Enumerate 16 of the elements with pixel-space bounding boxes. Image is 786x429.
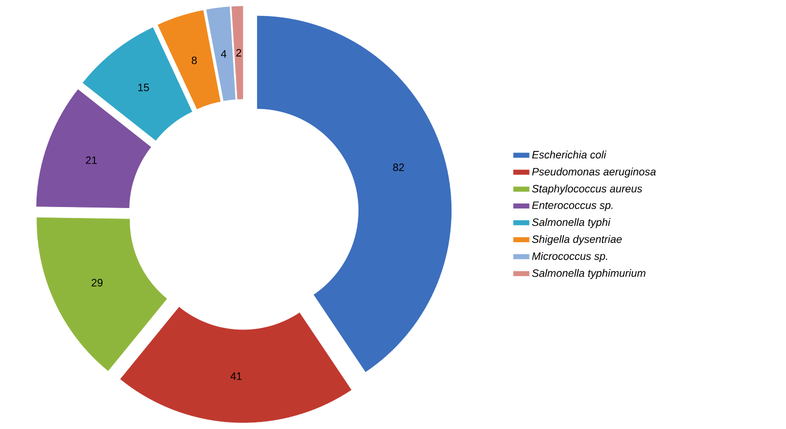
legend-label: Pseudomonas aeruginosa — [532, 168, 656, 178]
data-label: 41 — [230, 372, 242, 380]
data-label: 8 — [192, 56, 197, 64]
legend-label: Enterococcus sp. — [532, 202, 612, 212]
legend-label: Staphylococcus aureus — [532, 184, 642, 195]
data-label: 15 — [138, 84, 149, 92]
legend-label: Salmonella typhimurium — [532, 269, 646, 280]
data-label: 2 — [236, 49, 242, 56]
data-label: 4 — [220, 50, 226, 58]
data-label: 21 — [86, 156, 97, 164]
legend-label: Escherichia coli — [532, 150, 606, 159]
data-label: 82 — [393, 164, 404, 172]
legend-label: Salmonella typhi — [532, 218, 610, 228]
legend-label: Micrococcus sp. — [532, 252, 608, 262]
data-label: 29 — [92, 278, 103, 287]
legend-label: Shigella dysentriae — [532, 235, 622, 246]
